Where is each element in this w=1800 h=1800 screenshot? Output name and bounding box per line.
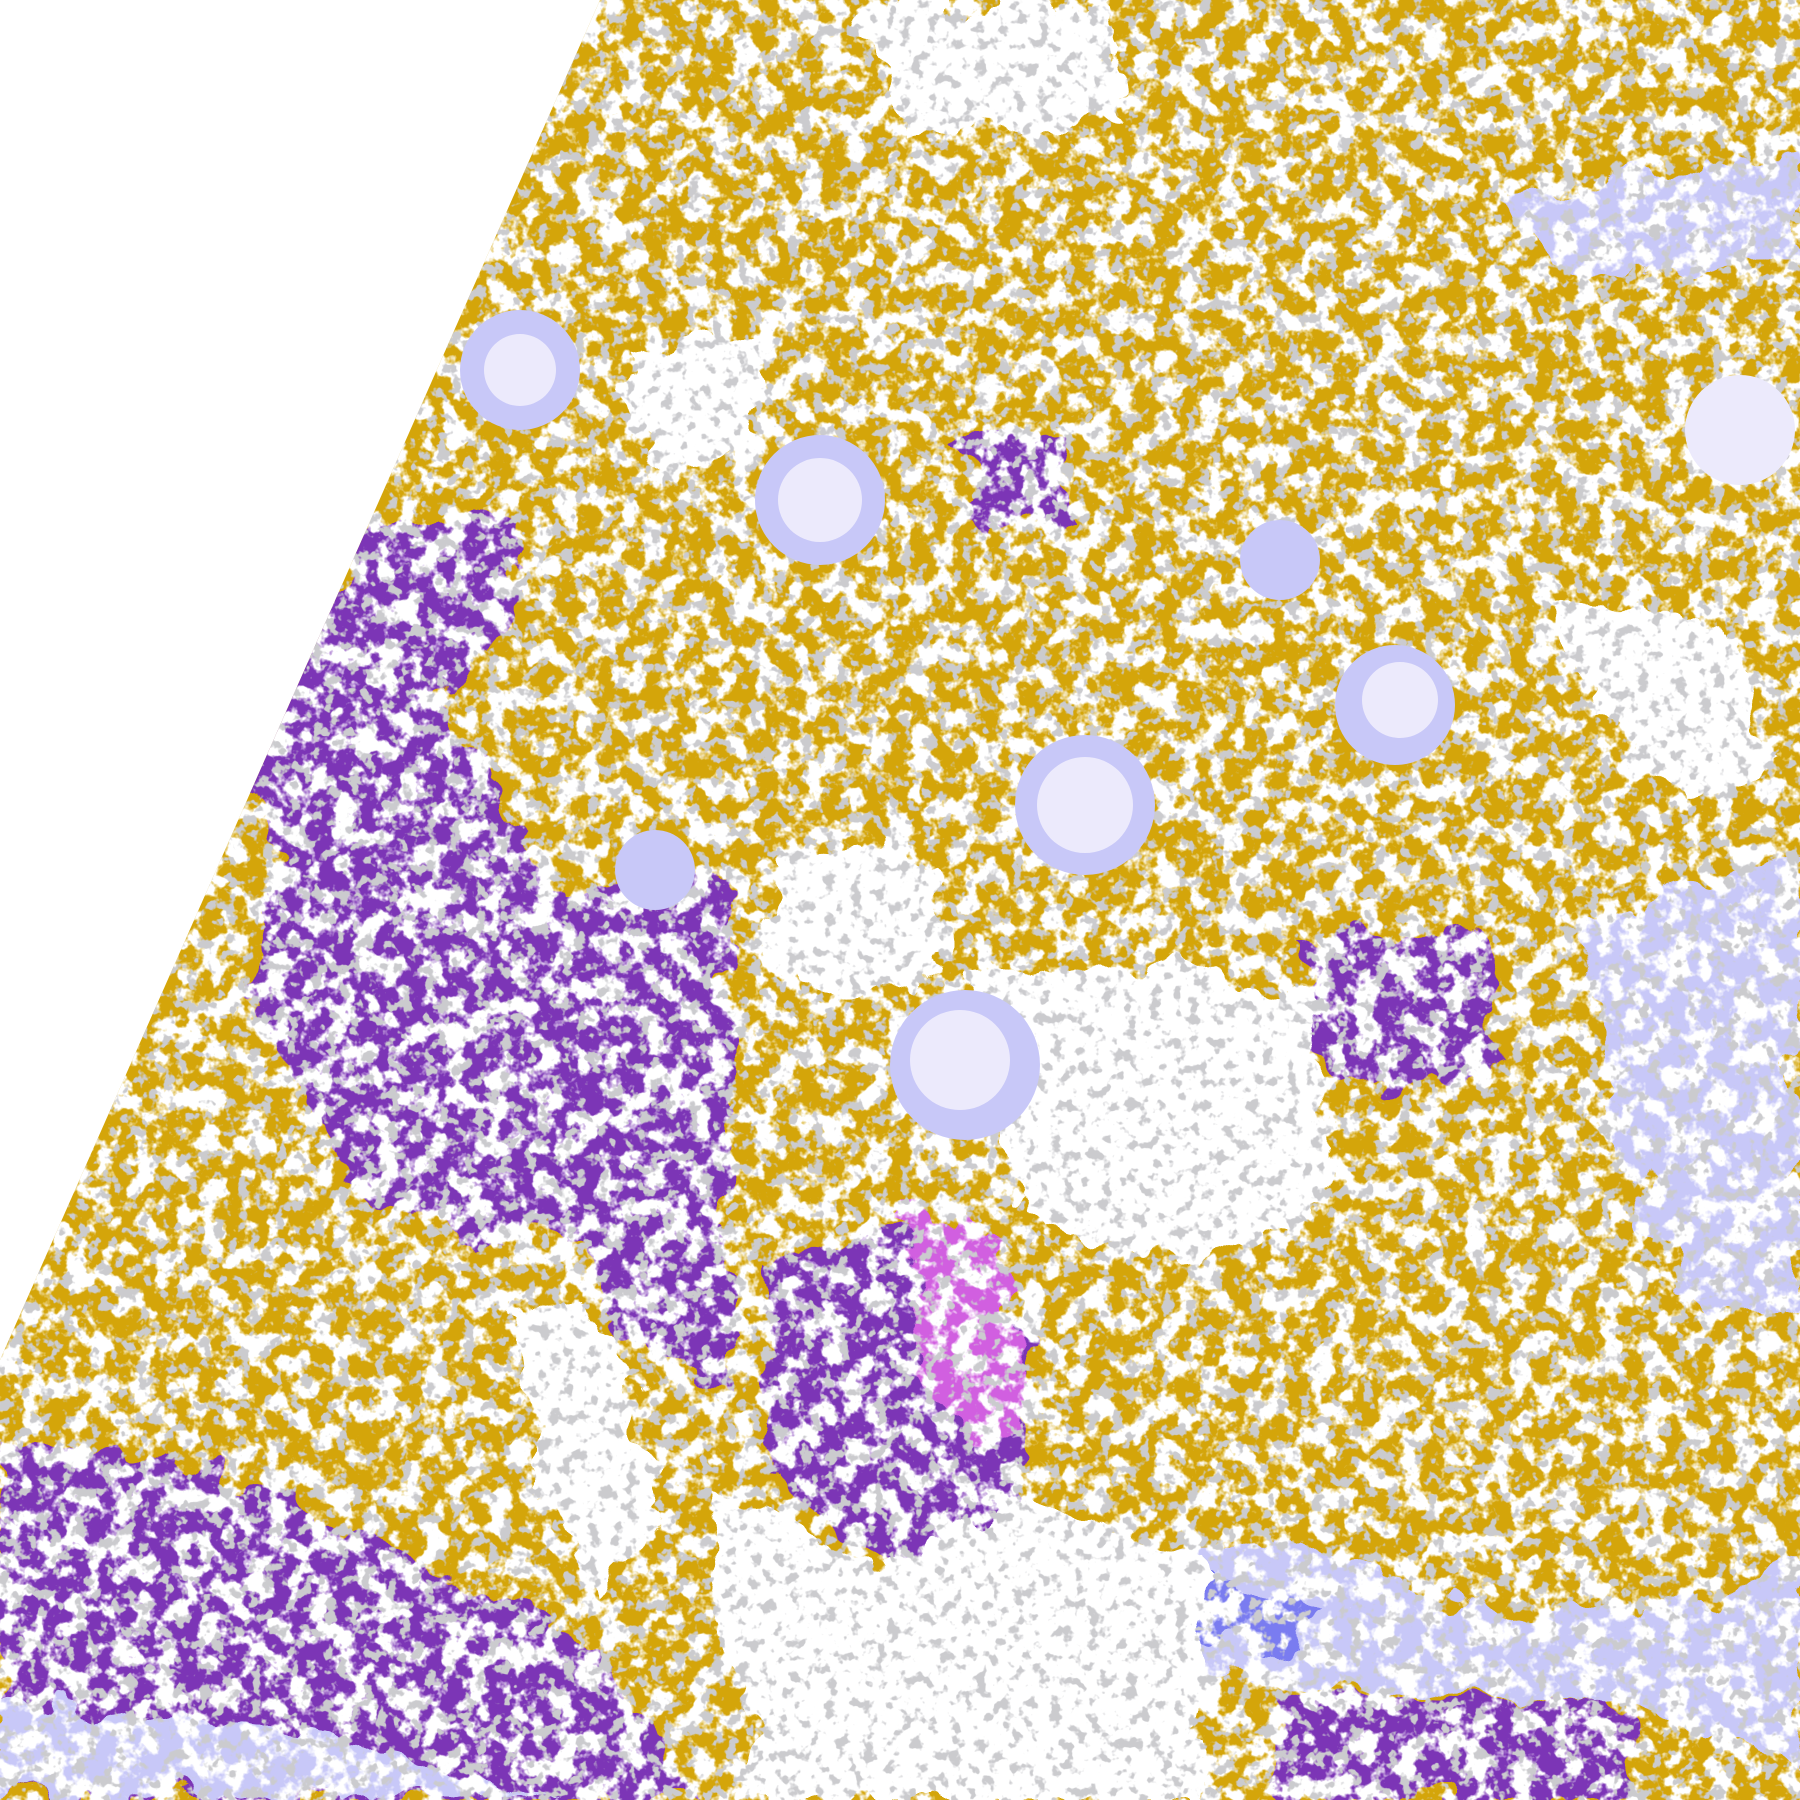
convective-cells	[460, 310, 1795, 1140]
cell-outer	[1240, 520, 1320, 600]
cell-core	[778, 458, 862, 542]
cell-core	[1685, 375, 1795, 485]
cell-core	[1362, 662, 1438, 738]
cell-outer	[615, 830, 695, 910]
cell-core	[1037, 757, 1133, 853]
cell-core	[910, 1010, 1010, 1110]
cell-core	[484, 334, 556, 406]
